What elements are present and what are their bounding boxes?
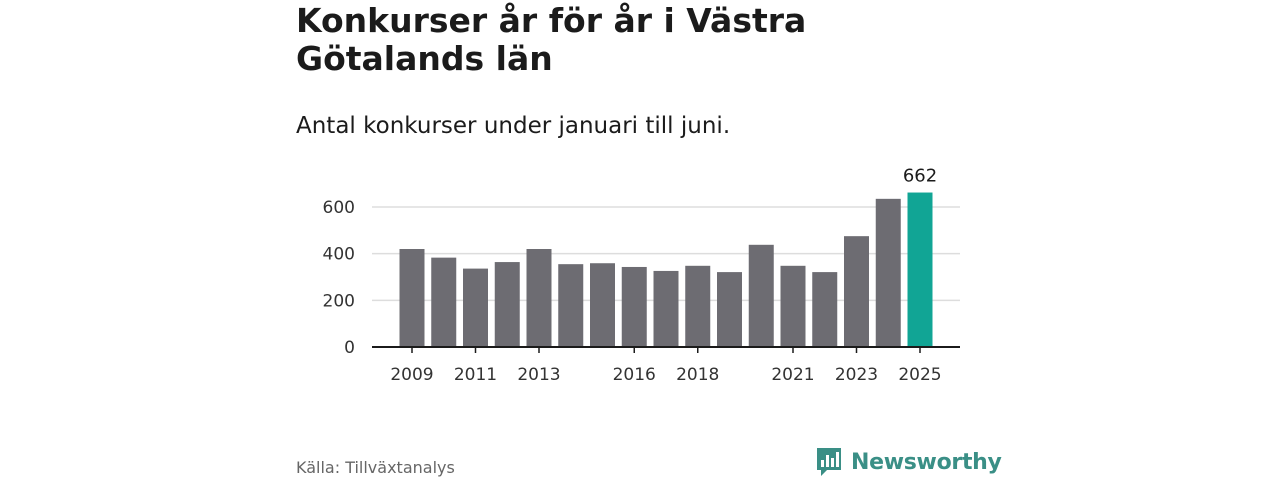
bar-chart: 0 200 400 600 2009 2011 2013 2016 2018 2021 2023 20… [323,166,960,385]
bar-2018 [685,265,711,347]
bar-2025 [907,192,933,347]
bar-2020 [748,244,774,347]
bar-2014 [558,264,584,347]
x-tick-label: 2016 [613,365,656,385]
bar-2021 [780,265,806,347]
y-tick-label: 400 [323,245,355,265]
x-tick-label: 2023 [835,365,878,385]
bar-2022 [812,272,838,347]
chart-subtitle: Antal konkurser under januari till juni. [296,113,731,139]
bar-chart-speech-bubble-icon [817,448,841,476]
bar-2013 [526,249,552,347]
x-tick-label: 2011 [454,365,497,385]
y-tick-label: 200 [323,291,355,311]
bar-2017 [653,270,679,347]
chart-title: Konkurser år för år i Västra Götalands l… [296,1,807,78]
bar-2015 [590,263,615,347]
x-tick-label: 2025 [898,365,941,385]
bar-2010 [431,257,457,347]
x-tick-label: 2013 [517,365,560,385]
newsworthy-logo: Newsworthy [815,446,1002,478]
bar-2019 [717,272,742,347]
bar-2024 [875,198,901,347]
y-tick-label: 600 [323,198,355,218]
x-tick-label: 2018 [676,365,719,385]
y-tick-label: 0 [344,338,355,358]
data-label: 662 [903,166,937,187]
bar-2009 [399,249,425,347]
bar-2011 [463,268,488,347]
x-tick-label: 2021 [771,365,814,385]
brand-name: Newsworthy [851,449,1002,475]
bar-2016 [621,266,647,347]
bar-2023 [844,236,869,347]
bar-2012 [494,262,520,347]
x-tick-label: 2009 [390,365,433,385]
source-note: Källa: Tillväxtanalys [296,458,455,477]
